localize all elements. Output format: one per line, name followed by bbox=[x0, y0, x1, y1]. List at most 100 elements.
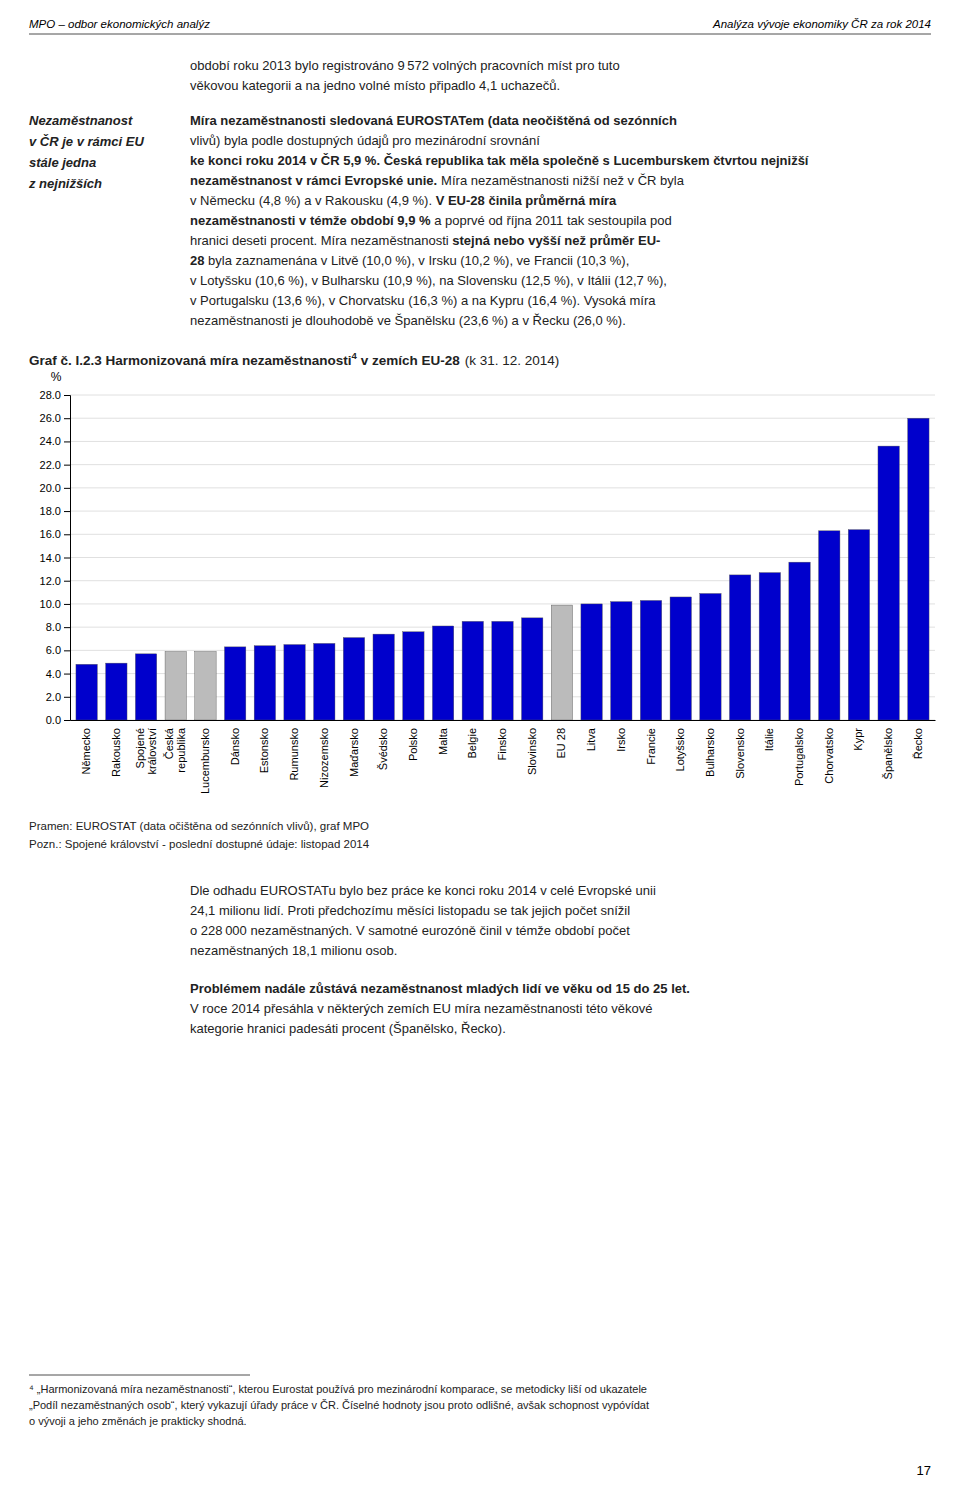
x-tick-label: Lucembursko bbox=[199, 728, 211, 794]
chart-title-main: Graf č. I.2.3 Harmonizovaná míra nezaměs… bbox=[29, 353, 352, 368]
x-tick: Finsko bbox=[496, 728, 508, 760]
y-tick-mark bbox=[64, 581, 70, 582]
page: MPO – odbor ekonomických analýzAnalýza v… bbox=[0, 0, 960, 1499]
y-tick-label: 26.0 bbox=[40, 412, 61, 424]
chart-note: Pramen: EUROSTAT (data očištěna od sezón… bbox=[29, 820, 369, 832]
text-run: V EU-28 činila průměrná míra bbox=[436, 193, 617, 208]
x-tick-label-line: Francie bbox=[645, 728, 657, 765]
x-tick: Švédsko bbox=[377, 728, 389, 770]
x-tick: Lotyšsko bbox=[674, 728, 686, 771]
chart-subtitle: (k 31. 12. 2014) bbox=[465, 353, 560, 368]
x-tick-label-line: Bulharsko bbox=[704, 728, 716, 777]
grid-line bbox=[70, 441, 935, 442]
x-tick: Kypr bbox=[852, 728, 864, 751]
sidebar-line: v ČR je v rámci EU bbox=[29, 134, 144, 149]
x-tick: Rakousko bbox=[110, 728, 122, 777]
x-tick-label-line: Litva bbox=[585, 727, 597, 751]
sidebar-line: stále jedna bbox=[29, 155, 96, 170]
bar bbox=[700, 593, 721, 720]
x-tick: Španělsko bbox=[882, 728, 894, 779]
x-tick-label-line: Řecko bbox=[912, 728, 924, 759]
x-tick-label-line: Rakousko bbox=[110, 728, 122, 777]
y-tick-label: 8.0 bbox=[46, 621, 61, 633]
x-tick-label: EU 28 bbox=[555, 728, 567, 759]
bar bbox=[581, 604, 602, 720]
x-tick: Irsko bbox=[615, 728, 627, 752]
x-tick: Slovinsko bbox=[526, 728, 538, 775]
text-line: ke konci roku 2014 v ČR 5,9 %. Česká rep… bbox=[190, 153, 809, 168]
text-run: období roku 2013 bylo registrováno 9 572… bbox=[190, 58, 620, 73]
text-line: nezaměstnaných 18,1 milionu osob. bbox=[190, 943, 397, 958]
x-tick-label-line: Rumunsko bbox=[288, 728, 300, 781]
text-line: nezaměstnanosti je dlouhodobě ve Španěls… bbox=[190, 313, 626, 328]
text-line: v Německu (4,8 %) a v Rakousku (4,9 %). … bbox=[190, 193, 617, 208]
y-tick: 16.0 bbox=[40, 528, 70, 540]
x-tick-label: Slovinsko bbox=[526, 728, 538, 775]
y-tick-mark bbox=[64, 697, 70, 698]
x-tick-label: Slovensko bbox=[734, 728, 746, 779]
x-tick-label: Kypr bbox=[852, 728, 864, 751]
bars bbox=[76, 418, 929, 720]
text-run: byla zaznamenána v Litvě (10,0 %), v Irs… bbox=[204, 253, 629, 268]
x-tick-label: Řecko bbox=[912, 728, 924, 759]
bar bbox=[729, 575, 750, 720]
bar bbox=[403, 632, 424, 720]
text-run: v Lotyšsku (10,6 %), v Bulharsku (10,9 %… bbox=[190, 273, 667, 288]
y-tick-label: 10.0 bbox=[40, 598, 61, 610]
bar bbox=[432, 626, 453, 720]
x-tick-label-line: Chorvatsko bbox=[823, 728, 835, 784]
x-tick-label-line: Spojené bbox=[134, 728, 146, 768]
x-tick-label: Španělsko bbox=[882, 728, 894, 779]
x-tick-label-line: EU 28 bbox=[555, 728, 567, 759]
sidebar-line: Nezaměstnanost bbox=[29, 113, 133, 128]
y-tick-mark bbox=[64, 395, 70, 396]
y-tick: 8.0 bbox=[46, 621, 70, 633]
y-tick-mark bbox=[64, 441, 70, 442]
y-tick: 12.0 bbox=[40, 575, 70, 587]
x-tick-label: Portugalsko bbox=[793, 728, 805, 786]
sidebar-line: z nejnižších bbox=[28, 176, 102, 191]
x-tick-label-line: Malta bbox=[437, 727, 449, 755]
x-tick-label-line: Lotyšsko bbox=[674, 728, 686, 771]
text-run: ⁴ „Harmonizovaná míra nezaměstnanosti“, … bbox=[29, 1383, 647, 1395]
x-tick-label: Estonsko bbox=[258, 728, 270, 773]
text-line: Míra nezaměstnanosti sledovaná EUROSTATe… bbox=[190, 113, 677, 128]
x-tick: Polsko bbox=[407, 728, 419, 761]
x-tick-label: Lotyšsko bbox=[674, 728, 686, 771]
x-tick-label-line: Itálie bbox=[763, 728, 775, 751]
text-run: a poprvé od října 2011 tak sestoupila po… bbox=[431, 213, 672, 228]
bar bbox=[789, 562, 810, 720]
bar bbox=[492, 621, 513, 720]
bar bbox=[462, 621, 483, 720]
grid-line bbox=[70, 511, 935, 512]
text-run: Problémem nadále zůstává nezaměstnanost … bbox=[190, 981, 690, 996]
x-tick-label-line: Španělsko bbox=[882, 728, 894, 779]
x-tick: Dánsko bbox=[229, 728, 241, 765]
x-tick: Českárepublika bbox=[163, 727, 187, 773]
bar bbox=[759, 573, 780, 720]
x-tick-label: Rumunsko bbox=[288, 728, 300, 781]
text-line: „Podíl nezaměstnaných osob“, který vykaz… bbox=[29, 1399, 649, 1411]
x-tick-label-line: Německo bbox=[80, 728, 92, 774]
y-tick-label: 6.0 bbox=[46, 644, 61, 656]
y-tick-label: 2.0 bbox=[46, 691, 61, 703]
x-tick-label-line: Švédsko bbox=[377, 728, 389, 770]
x-tick-label-line: Slovinsko bbox=[526, 728, 538, 775]
x-axis: NěmeckoRakouskoSpojenékrálovstvíČeskárep… bbox=[71, 721, 936, 795]
grid bbox=[70, 395, 935, 720]
grid-line bbox=[70, 487, 935, 488]
x-tick-label: Maďarsko bbox=[347, 728, 359, 777]
y-tick-mark bbox=[64, 511, 70, 512]
x-tick-label-line: Belgie bbox=[466, 728, 478, 759]
y-tick: 18.0 bbox=[40, 505, 70, 517]
y-tick: 2.0 bbox=[46, 691, 70, 703]
text-run: ke konci roku 2014 v ČR 5,9 %. Česká rep… bbox=[190, 153, 809, 168]
text-line: o vývoji a jeho změnách je prakticky sho… bbox=[29, 1415, 247, 1427]
text-run: nezaměstnanosti v témže období 9,9 % bbox=[190, 213, 431, 228]
y-tick: 4.0 bbox=[46, 668, 70, 680]
text-run: V roce 2014 přesáhla v některých zemích … bbox=[190, 1001, 652, 1016]
text-run: věkovou kategorii a na jedno volné místo… bbox=[190, 78, 560, 93]
text-line: kategorie hranici padesáti procent (Špan… bbox=[190, 1021, 506, 1036]
bar bbox=[76, 664, 97, 720]
text-line: nezaměstnanost v rámci Evropské unie.Mír… bbox=[190, 173, 685, 188]
